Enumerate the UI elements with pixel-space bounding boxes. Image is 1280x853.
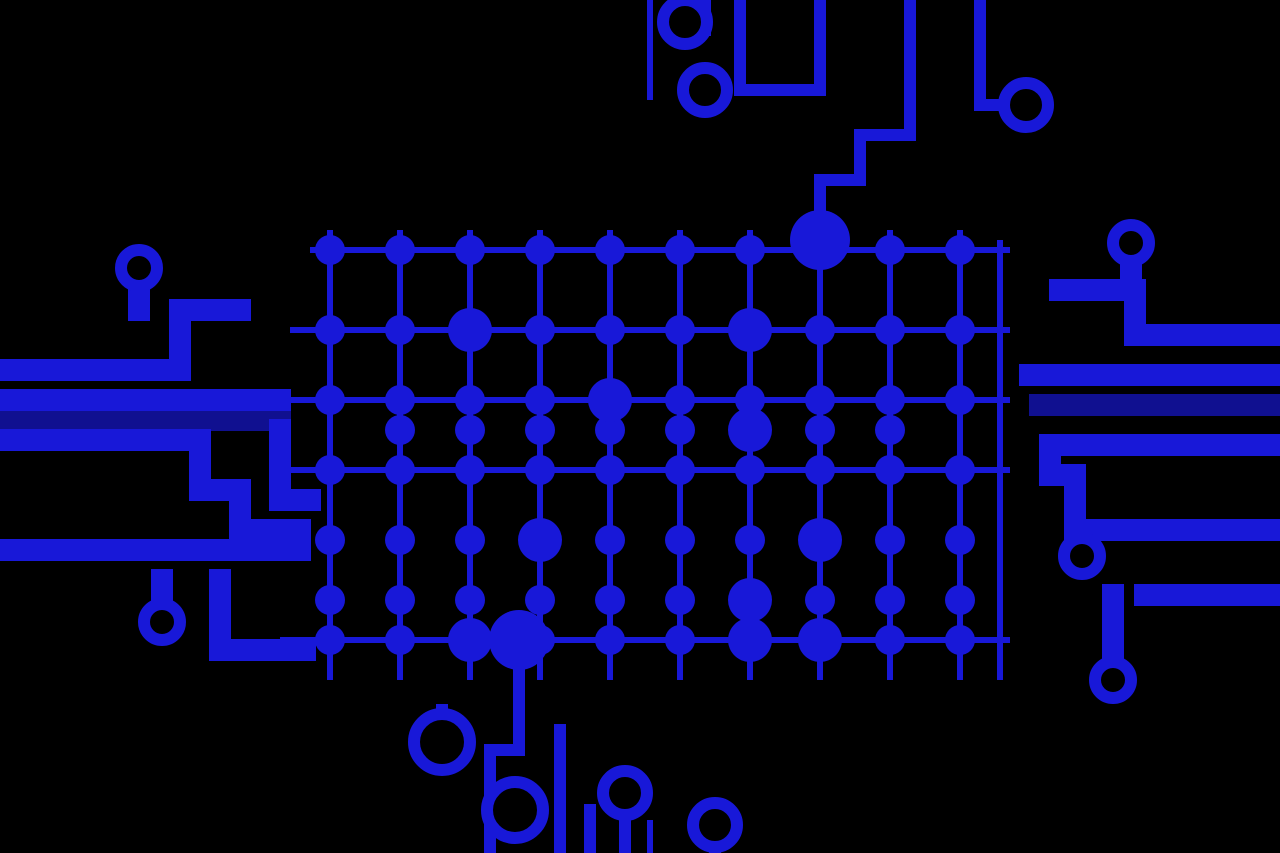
circuit-diagram <box>0 0 1280 853</box>
